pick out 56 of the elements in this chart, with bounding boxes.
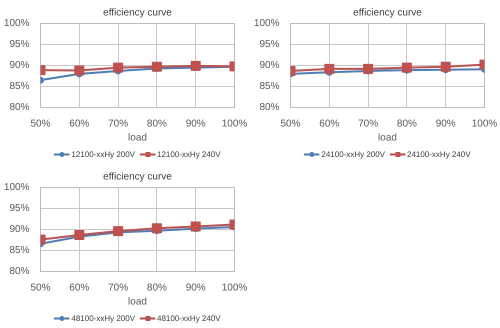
point [113,226,124,236]
x-tick-label: 70% [108,282,128,294]
y-tick-label: 95% [259,39,280,50]
point [190,222,201,232]
chart-title: efficiency curve [103,172,172,182]
point [402,62,412,73]
legend-label: 48100-xxHy 200V [71,313,135,323]
chart-title: efficiency curve [103,8,172,18]
legend-label: 24100-xxHy 240V [407,149,471,159]
x-axis-title: load [378,132,397,144]
x-tick-label: 90% [186,282,206,294]
y-tick-label: 80% [9,266,30,277]
x-tick-label: 60% [319,118,340,130]
point [324,64,334,74]
y-tick-label: 90% [9,60,30,71]
y-tick-label: 100% [4,18,30,29]
x-tick-label: 80% [396,118,418,130]
legend-label: 12100-xxHy 240V [157,149,221,159]
legend-label: 24100-xxHy 200V [321,149,385,159]
y-tick-label: 85% [9,245,30,256]
x-tick-label: 90% [436,118,456,130]
y-tick-label: 95% [9,39,30,50]
point [74,66,84,76]
x-axis-title: load [128,132,147,144]
x-tick-label: 50% [30,282,51,294]
x-axis-title: load [128,296,147,308]
y-tick-label: 85% [259,81,280,92]
x-tick-label: 80% [146,282,168,294]
x-tick-label: 60% [69,118,90,130]
y-tick-label: 95% [9,203,30,214]
y-tick-label: 85% [9,81,30,92]
y-tick-label: 80% [259,102,280,113]
point [113,62,124,73]
legend-label: 12100-xxHy 200V [71,149,135,159]
x-tick-label: 50% [280,118,301,130]
x-tick-label: 50% [30,118,51,130]
x-tick-label: 80% [146,118,168,130]
x-tick-label: 100% [472,118,498,130]
point [363,64,374,74]
x-tick-label: 100% [222,282,248,294]
x-tick-label: 100% [222,118,248,130]
y-tick-label: 100% [254,18,280,29]
chart-title: efficiency curve [353,8,422,18]
point [190,60,201,71]
x-tick-label: 70% [108,118,128,130]
point [440,62,451,72]
x-tick-label: 90% [186,118,206,130]
point [152,62,162,72]
x-tick-label: 60% [69,282,90,294]
y-tick-label: 100% [4,182,30,193]
y-tick-label: 80% [9,102,30,113]
legend-label: 48100-xxHy 240V [157,313,221,323]
x-tick-label: 70% [358,118,378,130]
y-tick-label: 90% [259,60,280,71]
point [74,230,84,240]
y-tick-label: 90% [9,224,30,235]
